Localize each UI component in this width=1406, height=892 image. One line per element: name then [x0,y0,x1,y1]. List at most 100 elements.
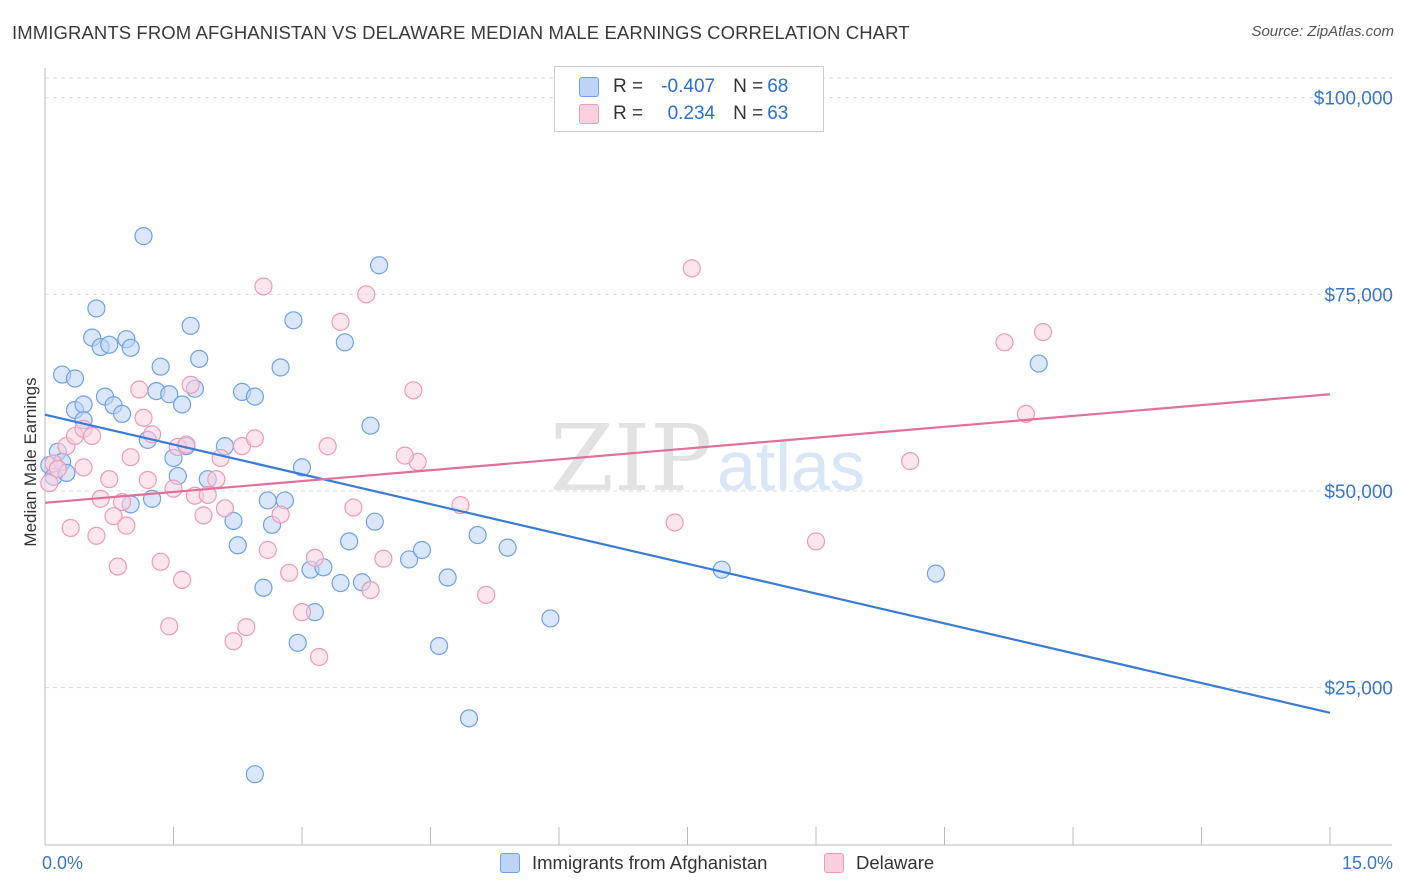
delaware-point [237,617,256,637]
afghanistan-point [340,532,359,551]
y-tick-label: $75,000 [1324,285,1393,306]
source-credit: Source: ZipAtlas.com [1251,23,1394,40]
legend-row-afghanistan: R = -0.407 N = 68 [579,74,788,100]
y-axis-label: Median Male Earnings [21,377,40,546]
y-tick-label: $50,000 [1324,482,1393,503]
delaware-point [806,532,826,551]
delaware-point [134,408,153,427]
legend-r-value: -0.407 [661,76,716,97]
delaware-point [74,458,93,477]
afghanistan-point [541,609,560,628]
delaware-point [292,603,312,622]
afghanistan-point [245,387,264,406]
delaware-point [181,375,200,394]
delaware-point [164,479,183,498]
delaware-point [258,540,277,560]
x-tick-label-max: 15.0% [1342,853,1393,873]
delaware-point [215,499,234,518]
legend-item-afghanistan[interactable]: Immigrants from Afghanistan [500,852,767,874]
delaware-point [665,513,684,532]
delaware-point [374,549,393,568]
delaware-point [151,552,170,571]
afghanistan-point [361,416,380,435]
delaware-point [1033,322,1053,342]
delaware-point [138,470,157,490]
delaware-point [331,312,350,331]
afghanistan-point [331,573,350,593]
delaware-point [211,448,230,468]
afghanistan-point [335,333,354,352]
afghanistan-point [1029,354,1048,373]
afghanistan-point [112,404,132,424]
delaware-point [404,381,423,400]
delaware-point [121,448,140,467]
legend-swatch-afghanistan [500,853,520,873]
afghanistan-point [438,568,457,587]
tick-labels: $25,000 $50,000 $75,000 $100,000 0.0% 15.0% Me… [21,89,1393,873]
delaware-point [198,485,217,505]
delaware-point [83,426,102,446]
delaware-point [194,506,213,525]
legend-item-delaware[interactable]: Delaware [824,852,934,874]
legend-label-afghanistan: Immigrants from Afghanistan [532,852,768,873]
y-tick-label: $25,000 [1324,679,1393,700]
legend-r-label: R = [613,103,644,124]
delaware-point [207,470,226,489]
afghanistan-point [926,564,946,583]
legend-r-label: R = [613,76,644,97]
afghanistan-trend-line [44,413,1331,714]
legend-r-value: 0.234 [667,103,716,124]
correlation-legend: R = -0.407 N = 68 R = 0.234 N = 63 [554,66,824,132]
delaware-point [48,459,67,479]
delaware-point [160,617,179,636]
delaware-point [310,647,329,667]
legend-n-label: N = [733,103,764,124]
afghanistan-point [151,357,170,376]
afghanistan-point [134,227,153,246]
series-delaware-points [40,259,1053,667]
legend-n-value: 68 [767,76,789,97]
legend-swatch-afghanistan [579,77,599,97]
delaware-point [318,437,337,456]
afghanistan-point [228,536,247,555]
legend-n-label: N = [733,76,764,97]
legend-row-delaware: R = 0.234 N = 63 [579,101,788,127]
delaware-point [224,632,243,651]
delaware-point [112,492,132,512]
afghanistan-point [74,395,93,414]
y-tick-label: $100,000 [1314,89,1393,110]
afghanistan-point [498,538,517,557]
delaware-point [254,277,273,296]
afghanistan-point [245,765,264,784]
afghanistan-point [181,316,200,335]
afghanistan-point [468,525,487,545]
delaware-point [271,505,290,524]
afghanistan-point [365,512,384,531]
afghanistan-point [160,385,179,404]
delaware-point [40,474,59,493]
delaware-point [61,518,80,538]
series-legend: Immigrants from Afghanistan Delaware [0,852,1406,878]
delaware-point [995,333,1014,352]
trend-lines [44,393,1331,714]
delaware-point [395,446,414,465]
watermark: ZIP atlas [550,405,865,512]
delaware-trend-line [44,393,1331,504]
afghanistan-point [87,299,106,318]
delaware-point [245,429,264,448]
series-afghanistan-points [40,227,1048,784]
delaware-point [172,570,192,589]
afghanistan-point [288,633,307,652]
afghanistan-point [65,369,85,388]
delaware-point [344,498,363,517]
afghanistan-point [190,349,209,368]
delaware-point [177,435,196,454]
afghanistan-point [399,550,419,569]
delaware-point [104,507,123,526]
delaware-point [100,470,119,489]
afghanistan-point [292,458,312,477]
x-tick-label-min: 0.0% [42,853,83,873]
afghanistan-point [271,358,290,377]
chart-title: IMMIGRANTS FROM AFGHANISTAN VS DELAWARE … [12,22,910,43]
grid-lines [45,77,1392,689]
